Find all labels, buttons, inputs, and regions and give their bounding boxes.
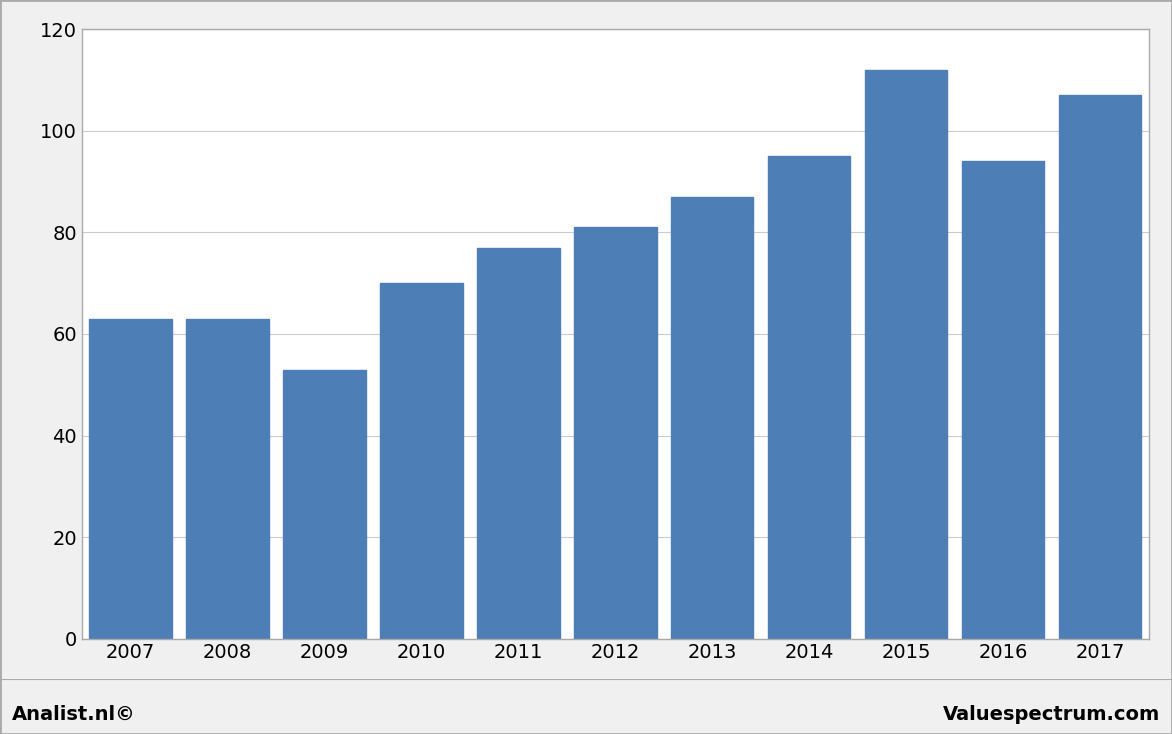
Bar	[672, 197, 754, 639]
Bar	[380, 283, 463, 639]
Bar	[574, 228, 656, 639]
Bar	[284, 369, 366, 639]
Text: Analist.nl©: Analist.nl©	[12, 705, 136, 724]
Bar	[1058, 95, 1142, 639]
Bar	[186, 319, 268, 639]
Text: Valuespectrum.com: Valuespectrum.com	[943, 705, 1160, 724]
Bar	[89, 319, 172, 639]
Bar	[962, 161, 1044, 639]
Bar	[768, 156, 851, 639]
Bar	[865, 70, 947, 639]
Bar	[477, 247, 559, 639]
